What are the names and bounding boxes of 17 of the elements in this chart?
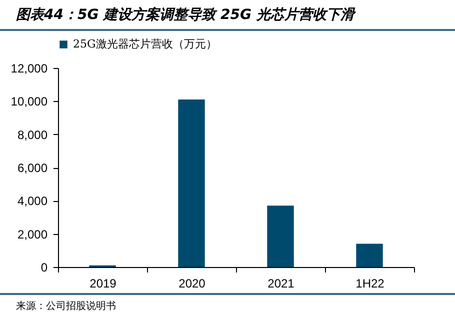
legend-label: 25G激光器芯片营收（万元） — [73, 38, 217, 50]
y-tick-label: 2,000 — [17, 227, 48, 242]
y-tick-label: 12,000 — [10, 62, 48, 76]
y-tick-label: 4,000 — [17, 194, 48, 208]
bar — [178, 100, 205, 267]
y-tick-label: 0 — [40, 260, 48, 274]
bar — [356, 244, 383, 267]
y-tick-label: 8,000 — [17, 128, 48, 142]
x-tick-label: 2020 — [178, 276, 206, 290]
x-tick-label: 1H22 — [356, 276, 385, 290]
bar — [267, 206, 294, 267]
x-tick-label: 2019 — [90, 276, 117, 290]
y-tick-label: 6,000 — [17, 161, 48, 175]
chart-title: 图表44：5G 建设方案调整导致 25G 光芯片营收下滑 — [0, 0, 455, 31]
source-note: 来源：公司招股说明书 — [0, 293, 455, 313]
y-tick-label: 10,000 — [10, 94, 48, 109]
x-tick-label: 2021 — [268, 276, 295, 290]
